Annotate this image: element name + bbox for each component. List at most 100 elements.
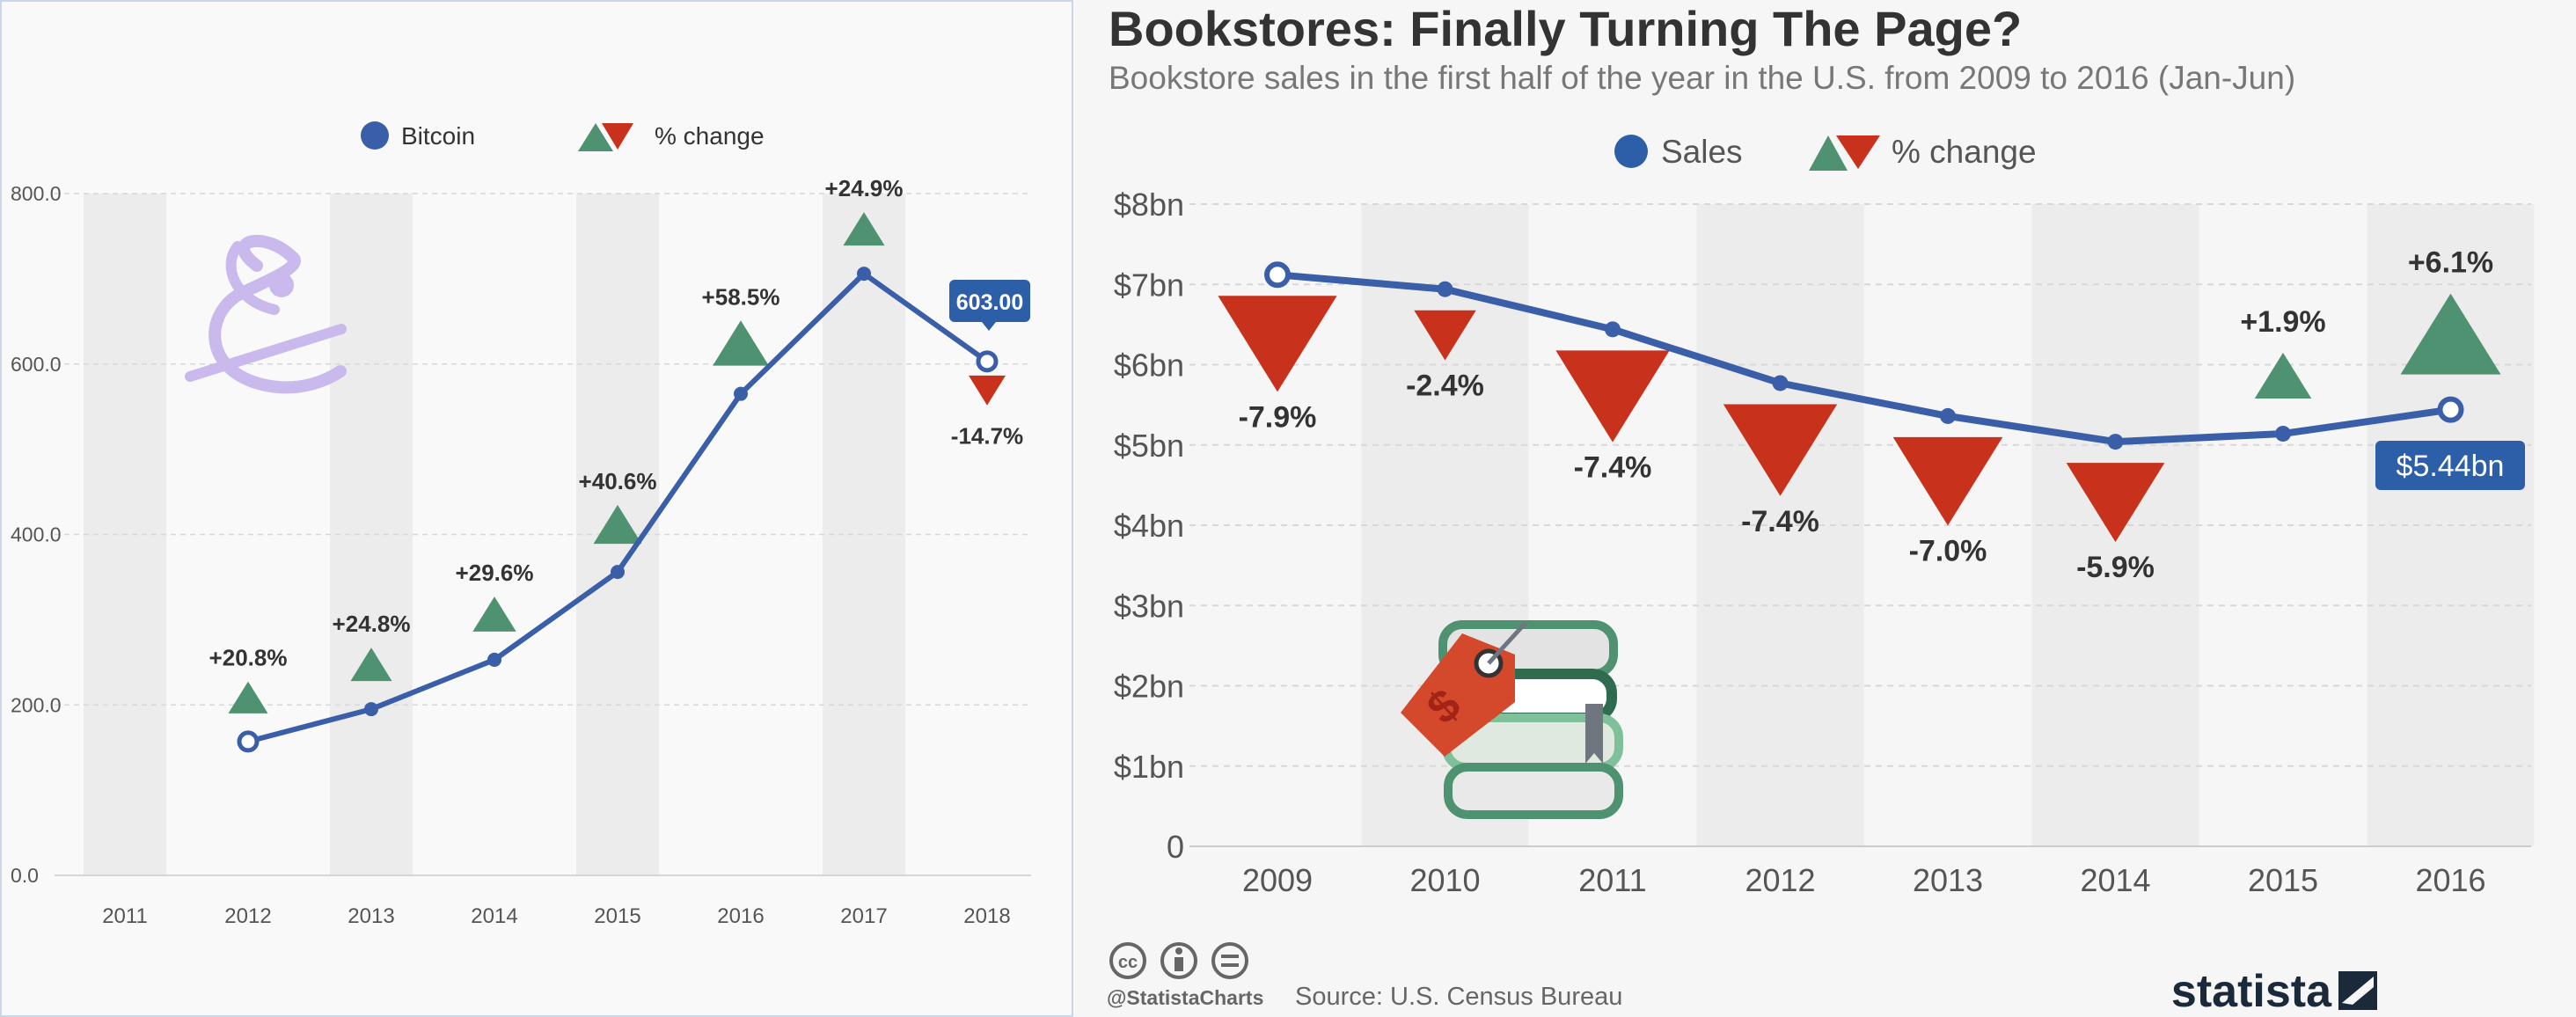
legend-sales-marker [1614,135,1648,168]
change-label: -7.4% [1741,505,1819,538]
change-up-triangle [472,596,516,632]
x-tick-label: 2016 [2415,862,2485,898]
y-tick-label: 200.0 [11,693,62,716]
x-tick-label: 2010 [1409,862,1480,898]
change-label: -7.0% [1909,534,1987,567]
sales-legend: Sales % change [1614,134,2037,171]
x-tick-label: 2011 [1578,862,1646,898]
data-point [734,386,748,401]
by-icon [1160,942,1197,979]
legend-down-triangle-icon [1836,135,1880,169]
x-tick-label: 2012 [1745,862,1815,898]
x-tick-label: 2013 [348,904,394,928]
change-label: +24.9% [825,175,904,201]
category-band [330,194,413,875]
y-tick-label: $7bn [1114,267,1184,303]
data-point [1437,281,1453,297]
legend-bitcoin-label: Bitcoin [401,122,475,150]
change-up-triangle [2400,293,2501,375]
data-point [1605,321,1621,338]
data-point [364,702,378,717]
y-tick-label: $8bn [1114,187,1184,223]
x-tick-label: 2014 [2080,862,2150,898]
change-down-triangle [968,375,1006,406]
x-tick-label: 2016 [717,904,764,928]
statista-logo-text: statista [2171,966,2332,1017]
y-tick-label: 800.0 [11,182,62,205]
sales-value-callout: $5.44bn [2375,441,2525,490]
data-point [2107,434,2124,450]
chart-subtitle: Bookstore sales in the first half of the… [1109,60,2296,96]
change-label: -5.9% [2076,551,2155,584]
change-up-triangle [843,212,885,246]
legend-change-label: % change [655,122,765,150]
x-tick-label: 2009 [1242,862,1313,898]
y-tick-label: $3bn [1114,588,1184,624]
change-down-triangle [1414,310,1476,361]
change-down-triangle [1555,350,1670,443]
change-label: +24.8% [333,611,411,637]
x-tick-label: 2015 [2248,862,2318,898]
purple-logo-icon [185,234,347,394]
bookstore-chart-panel: 0 $1bn $2bn $3bn $4bn $5bn $6bn $7bn $8bn 2009 201… [1075,0,2576,1017]
change-up-triangle [593,504,642,545]
change-label: +29.6% [456,560,534,586]
data-point [2275,425,2291,442]
y-tick-label: 600.0 [11,353,62,376]
footer-handle: @StatistaCharts [1107,986,1263,1009]
data-point [1772,375,1789,391]
callout-text: $5.44bn [2397,450,2505,483]
books-with-price-tag-icon: $ [1401,620,1623,819]
y-tick-label: $6bn [1114,348,1184,384]
nd-icon [1211,942,1248,979]
change-up-triangle [713,320,769,366]
change-label: +1.9% [2240,305,2325,339]
change-label: -2.4% [1406,369,1484,403]
svg-text:cc: cc [1118,953,1138,972]
y-tick-label: 400.0 [11,523,62,546]
footer-source: Source: U.S. Census Bureau [1295,983,1622,1011]
change-label: +20.8% [209,645,288,671]
change-up-triangle [228,681,268,713]
bitcoin-chart-svg: 0.0 200.0 400.0 600.0 800.0 2011 2012 2013 2014 2… [11,121,1031,928]
legend-sales-label: Sales [1661,134,1743,170]
bookstore-chart-svg: 0 $1bn $2bn $3bn $4bn $5bn $6bn $7bn $8bn 2009 201… [1107,134,2535,1017]
x-tick-label: 2012 [224,904,271,928]
y-tick-label: $2bn [1114,669,1184,705]
change-label: +58.5% [702,283,780,310]
data-point [487,652,501,667]
bitcoin-value-callout: 603.00 [949,280,1030,331]
y-tick-label: $1bn [1114,749,1184,785]
callout-text: 603.00 [956,290,1023,315]
series-line [1277,271,2452,446]
chart-title: Bookstores: Finally Turning The Page? [1109,1,2023,56]
bitcoin-chart-panel: 0.0 200.0 400.0 600.0 800.0 2011 2012 2013 2014 2… [0,0,1073,1017]
data-point [2437,396,2464,423]
change-down-triangle [1723,404,1838,496]
change-label: +40.6% [579,468,657,494]
legend-up-triangle-icon [1809,135,1848,171]
data-point [857,267,871,282]
data-point [1940,407,1956,424]
x-tick-label: 2018 [963,904,1010,928]
change-down-triangle [1892,436,2003,526]
legend-up-triangle-icon [578,123,613,151]
cc-icon: cc [1109,942,1146,979]
y-tick-label: 0 [1167,829,1184,865]
legend-bitcoin-marker [361,121,389,150]
x-tick-label: 2014 [471,904,517,928]
bitcoin-legend: Bitcoin % change [361,121,765,151]
data-point [611,565,625,580]
change-up-triangle [350,648,392,682]
change-label: +6.1% [2408,246,2493,280]
x-tick-label: 2013 [1913,862,1983,898]
change-down-triangle [1218,296,1337,392]
change-down-triangle [2066,463,2165,543]
legend-down-triangle-icon [602,123,633,150]
y-tick-label: 0.0 [11,864,39,887]
y-tick-label: $4bn [1114,508,1184,544]
y-tick-label: $5bn [1114,428,1184,464]
data-point [1264,261,1291,289]
data-point [976,350,999,373]
change-label: -7.9% [1239,400,1317,434]
